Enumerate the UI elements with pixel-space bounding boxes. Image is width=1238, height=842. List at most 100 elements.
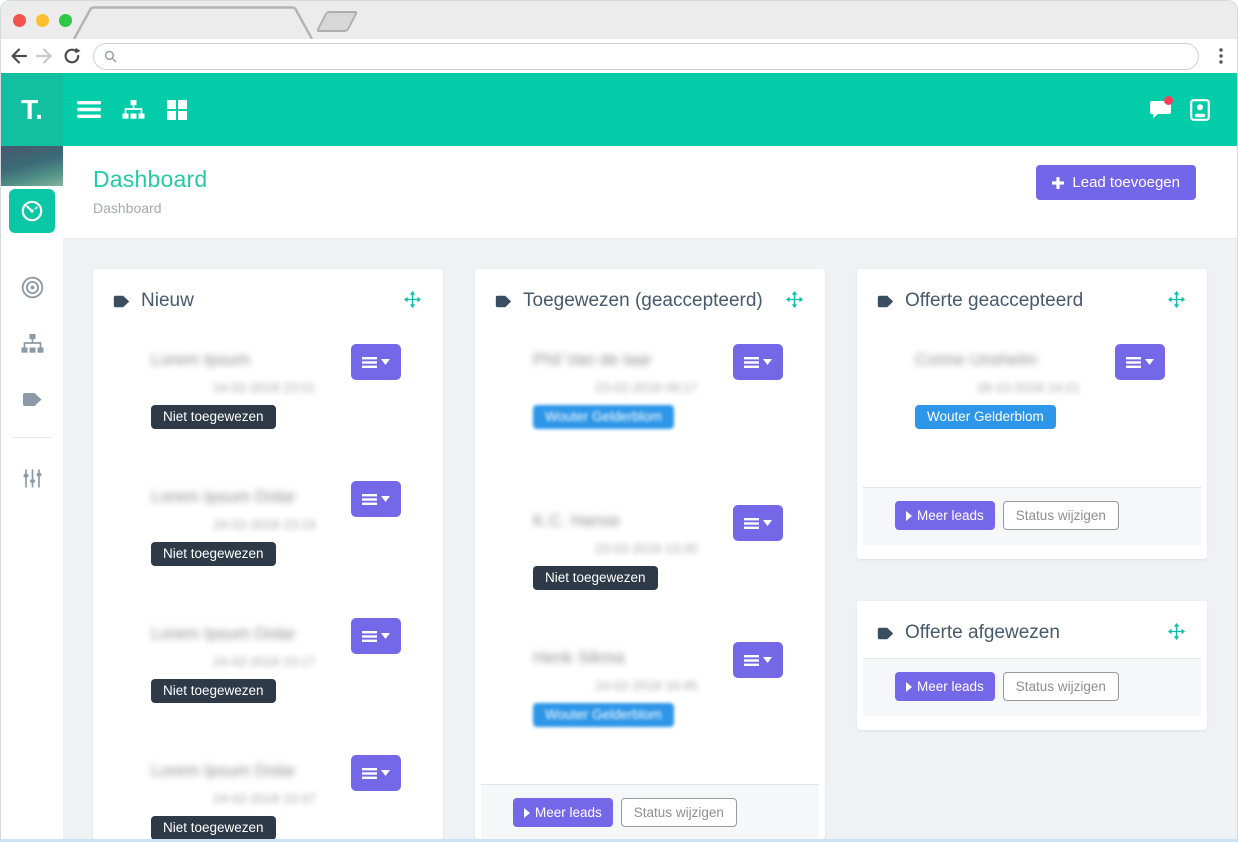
card-footer: Meer leads Status wijzigen xyxy=(481,784,819,839)
target-icon xyxy=(21,276,43,298)
assignment-badge: Wouter Gelderblom xyxy=(915,405,1056,429)
user-card-icon[interactable] xyxy=(1185,90,1215,130)
move-icon xyxy=(1168,291,1185,308)
lead-actions-dropdown[interactable] xyxy=(351,755,401,791)
move-icon xyxy=(1168,623,1185,640)
add-lead-label: Lead toevoegen xyxy=(1072,174,1180,191)
chat-icon[interactable] xyxy=(1145,90,1175,130)
move-card-button[interactable] xyxy=(1166,289,1187,313)
sitemap-icon xyxy=(21,333,43,353)
lead-item: Lorem Ipsum Dolar 24-02-2018 23:17 Niet to… xyxy=(151,618,423,703)
more-leads-button[interactable]: Meer leads xyxy=(895,672,995,701)
lead-actions-dropdown[interactable] xyxy=(733,505,783,541)
dashboard-gauge-icon xyxy=(21,200,43,222)
lead-date: 23-02-2018 09:17 xyxy=(595,380,698,395)
label-icon xyxy=(113,295,130,307)
lead-item: Henk Sikma 24-02-2018 16:45 Wouter Gelderb… xyxy=(533,642,805,727)
dropdown-menu-icon xyxy=(744,517,759,529)
change-status-button[interactable]: Status wijzigen xyxy=(620,798,737,827)
lead-date: 24-02-2018 16:45 xyxy=(595,678,698,693)
assignment-badge: Niet toegewezen xyxy=(151,542,276,566)
assignment-badge: Niet toegewezen xyxy=(151,405,276,429)
app-header-nav xyxy=(63,73,192,146)
more-leads-button[interactable]: Meer leads xyxy=(513,798,613,827)
new-tab-button[interactable] xyxy=(315,11,359,32)
caret-down-icon xyxy=(381,496,390,502)
lead-actions-dropdown[interactable] xyxy=(351,344,401,380)
window-minimize-button[interactable] xyxy=(36,14,49,27)
move-icon xyxy=(404,291,421,308)
lead-name: Henk Sikma xyxy=(533,648,625,667)
browser-tab[interactable] xyxy=(73,6,314,40)
more-leads-button[interactable]: Meer leads xyxy=(895,501,995,530)
reload-icon[interactable] xyxy=(62,46,82,66)
lead-item: Phil Van de laar 23-02-2018 09:17 Wouter G… xyxy=(533,344,805,429)
caret-right-icon xyxy=(906,510,912,521)
lead-item: Lorem Ipsum 24-02-2018 23:51 Niet toegewez… xyxy=(151,344,423,429)
window-close-button[interactable] xyxy=(13,14,26,27)
forward-icon[interactable] xyxy=(34,46,54,66)
lead-date: 24-02-2018 23:37 xyxy=(213,791,316,806)
more-leads-label: Meer leads xyxy=(535,805,602,820)
card-title: Toegewezen (geaccepteerd) xyxy=(523,290,763,311)
grid-icon[interactable] xyxy=(162,90,192,130)
lead-date: 24-02-2018 23:19 xyxy=(213,517,316,532)
dropdown-menu-icon xyxy=(362,767,377,779)
change-status-button[interactable]: Status wijzigen xyxy=(1002,672,1119,701)
address-bar[interactable] xyxy=(93,43,1199,70)
app-logo: T. xyxy=(1,73,63,146)
address-input[interactable] xyxy=(124,49,1188,64)
move-card-button[interactable] xyxy=(1166,621,1187,645)
lead-actions-dropdown[interactable] xyxy=(351,481,401,517)
caret-down-icon xyxy=(763,520,772,526)
lead-item: Lorem Ipsum Dolar 24-02-2018 23:37 Niet to… xyxy=(151,755,423,839)
lead-actions-dropdown[interactable] xyxy=(1115,344,1165,380)
sidebar-item-settings[interactable] xyxy=(9,456,55,500)
sitemap-icon[interactable] xyxy=(118,90,148,130)
dropdown-menu-icon xyxy=(744,654,759,666)
caret-right-icon xyxy=(524,807,530,818)
caret-down-icon xyxy=(763,359,772,365)
change-status-button[interactable]: Status wijzigen xyxy=(1002,501,1119,530)
lead-item: Corine Unshelm 28-10-2018 14:21 Wouter Gel… xyxy=(915,344,1187,429)
label-icon xyxy=(877,627,894,639)
caret-down-icon xyxy=(1145,359,1154,365)
lead-name: Phil Van de laar xyxy=(533,350,652,369)
lead-name: Lorem Ipsum Dolar xyxy=(151,624,296,643)
assignment-badge: Wouter Gelderblom xyxy=(533,703,674,727)
lead-name: Lorem Ipsum Dolar xyxy=(151,761,296,780)
back-icon[interactable] xyxy=(9,46,29,66)
page-header: Dashboard Dashboard Lead toevoegen xyxy=(63,146,1237,239)
lead-actions-dropdown[interactable] xyxy=(733,642,783,678)
lead-date: 24-02-2018 23:51 xyxy=(213,380,316,395)
card-header: Offerte geaccepteerd xyxy=(857,269,1207,326)
move-card-button[interactable] xyxy=(402,289,423,313)
assignment-badge: Niet toegewezen xyxy=(151,679,276,703)
lead-actions-dropdown[interactable] xyxy=(733,344,783,380)
card-column: Toegewezen (geaccepteerd) Phil Van de laa… xyxy=(475,269,825,839)
lead-name: Lorem Ipsum Dolar xyxy=(151,487,296,506)
lead-item: K.C. Hanse 23-02-2018 13:35 Niet toegeweze… xyxy=(533,505,805,590)
search-icon xyxy=(104,50,117,63)
card-columns: Nieuw Lorem Ipsum 24-02-2018 23:51 Niet toe… xyxy=(93,269,1237,839)
lead-list: Corine Unshelm 28-10-2018 14:21 Wouter Gel… xyxy=(857,344,1207,486)
add-lead-button[interactable]: Lead toevoegen xyxy=(1036,165,1196,200)
sidebar-item-leads[interactable] xyxy=(9,377,55,421)
lead-actions-dropdown[interactable] xyxy=(351,618,401,654)
caret-down-icon xyxy=(381,770,390,776)
sidebar-item-dashboard[interactable] xyxy=(9,189,55,233)
window-maximize-button[interactable] xyxy=(59,14,72,27)
sidebar xyxy=(1,146,63,839)
kebab-menu-icon[interactable] xyxy=(1211,46,1231,66)
move-card-button[interactable] xyxy=(784,289,805,313)
sidebar-item-targets[interactable] xyxy=(9,265,55,309)
lead-item: Lorem Ipsum Dolar 24-02-2018 23:19 Niet to… xyxy=(151,481,423,566)
label-icon xyxy=(877,295,894,307)
card-column: Offerte geaccepteerd Corine Unshelm 28-10-… xyxy=(857,269,1207,730)
notification-dot xyxy=(1164,95,1173,105)
sidebar-item-organisation[interactable] xyxy=(9,321,55,365)
lead-list: Lorem Ipsum 24-02-2018 23:51 Niet toegewez… xyxy=(93,344,443,839)
plus-icon xyxy=(1052,176,1065,189)
menu-icon[interactable] xyxy=(74,90,104,130)
more-leads-label: Meer leads xyxy=(917,508,984,523)
